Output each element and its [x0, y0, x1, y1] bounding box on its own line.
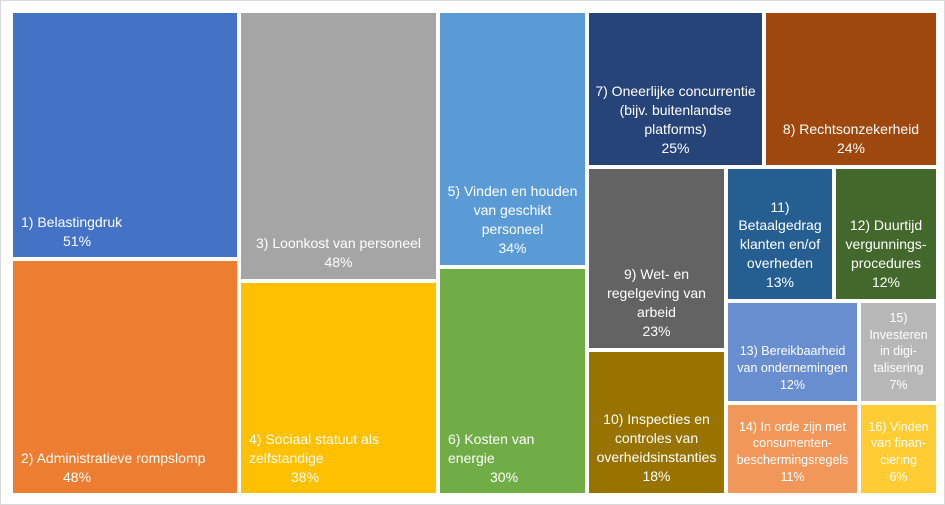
- tile-value: 7%: [889, 378, 908, 393]
- treemap-tile-11: 11) Betaalgedrag klanten en/of overheden…: [726, 167, 834, 301]
- tile-label: 5) Vinden en houden van geschikt persone…: [447, 183, 578, 238]
- tile-value: 12%: [871, 274, 901, 291]
- tile-label: 15) Investeren in digi- talisering: [869, 310, 928, 376]
- tile-value: 30%: [490, 469, 519, 486]
- treemap-tile-7: 7) Oneerlijke concurrentie (bijv. buiten…: [587, 11, 764, 167]
- tile-value: 6%: [889, 470, 908, 485]
- treemap-tile-14: 14) In orde zijn met consumenten- besche…: [726, 403, 859, 495]
- treemap-tile-8: 8) Rechtsonzekerheid 24%: [764, 11, 938, 167]
- tile-value: 24%: [836, 140, 866, 157]
- treemap-tile-2: 2) Administratieve rompslomp 48%: [11, 259, 239, 495]
- treemap-tile-12: 12) Duurtijd vergunnings- procedures 12%: [834, 167, 938, 301]
- tile-value: 23%: [642, 323, 671, 340]
- treemap-tile-16: 16) Vinden van finan- ciering 6%: [859, 403, 938, 495]
- treemap-tile-1: 1) Belastingdruk 51%: [11, 11, 239, 259]
- tile-value: 48%: [63, 469, 92, 486]
- tile-label: 12) Duurtijd vergunnings- procedures: [845, 217, 927, 272]
- tile-value: 48%: [324, 254, 353, 271]
- tile-label: 14) In orde zijn met consumenten- besche…: [736, 419, 849, 468]
- tile-value: 11%: [780, 470, 805, 485]
- tile-label: 7) Oneerlijke concurrentie (bijv. buiten…: [595, 83, 756, 138]
- tile-label: 2) Administratieve rompslomp: [21, 450, 206, 467]
- treemap-tile-4: 4) Sociaal statuut als zelfstandige 38%: [239, 281, 438, 495]
- treemap-tile-10: 10) Inspecties en controles van overheid…: [587, 350, 726, 495]
- tile-label: 1) Belastingdruk: [21, 214, 123, 231]
- tile-value: 13%: [765, 274, 795, 291]
- tile-label: 8) Rechtsonzekerheid: [782, 121, 920, 138]
- tile-label: 13) Bereikbaarheid van ondernemingen: [737, 344, 848, 376]
- treemap-tile-13: 13) Bereikbaarheid van ondernemingen 12%: [726, 301, 859, 403]
- treemap-tile-3: 3) Loonkost van personeel 48%: [239, 11, 438, 281]
- treemap-tile-9: 9) Wet- en regelgeving van arbeid 23%: [587, 167, 726, 350]
- tile-value: 25%: [661, 140, 690, 157]
- treemap-tile-6: 6) Kosten van energie 30%: [438, 267, 587, 495]
- tile-value: 51%: [63, 233, 92, 250]
- tile-label: 4) Sociaal statuut als zelfstandige: [249, 431, 379, 467]
- treemap-tile-5: 5) Vinden en houden van geschikt persone…: [438, 11, 587, 267]
- tile-label: 3) Loonkost van personeel: [256, 235, 421, 252]
- tile-label: 10) Inspecties en controles van overheid…: [596, 411, 717, 466]
- tile-label: 9) Wet- en regelgeving van arbeid: [607, 266, 706, 321]
- treemap-tile-15: 15) Investeren in digi- talisering 7%: [859, 301, 938, 403]
- tile-value: 12%: [779, 378, 806, 393]
- tile-label: 11) Betaalgedrag klanten en/of overheden: [738, 198, 822, 272]
- tile-value: 38%: [291, 469, 320, 486]
- tile-label: 6) Kosten van energie: [448, 431, 535, 467]
- tile-value: 34%: [498, 240, 527, 257]
- tile-value: 18%: [642, 468, 671, 485]
- tile-label: 16) Vinden van finan- ciering: [868, 419, 929, 468]
